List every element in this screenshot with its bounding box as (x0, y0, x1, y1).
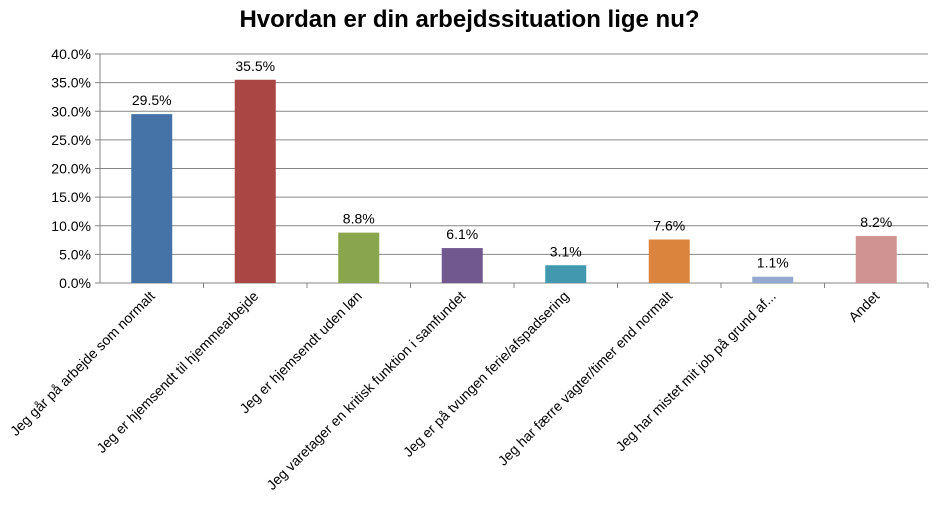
data-label: 1.1% (757, 255, 789, 271)
y-tick-label: 0.0% (59, 275, 91, 291)
y-tick-label: 5.0% (59, 246, 91, 262)
data-label: 3.1% (550, 243, 582, 259)
data-label: 7.6% (653, 217, 685, 233)
y-tick-label: 40.0% (51, 46, 91, 62)
y-tick-label: 10.0% (51, 218, 91, 234)
bar (545, 265, 587, 283)
data-label: 8.8% (343, 211, 375, 227)
x-category-label: Jeg har mistet mit job på grund af... (612, 288, 778, 454)
y-tick-label: 25.0% (51, 132, 91, 148)
data-label: 8.2% (860, 214, 892, 230)
data-label: 6.1% (446, 226, 478, 242)
bar (441, 248, 483, 283)
bar (234, 79, 276, 283)
bar (855, 236, 897, 283)
x-category-label: Jeg varetager en kritisk funktion i samf… (263, 288, 468, 493)
x-category-label: Jeg er hjemsendt uden løn (236, 288, 365, 417)
chart-title: Hvordan er din arbejdssituation lige nu? (239, 6, 700, 33)
x-category-label: Jeg er hjemsendt til hjemmearbejde (93, 288, 261, 456)
bar (648, 239, 690, 283)
bar (752, 276, 794, 283)
y-tick-label: 35.0% (51, 75, 91, 91)
data-label: 29.5% (132, 92, 172, 108)
y-tick-label: 30.0% (51, 103, 91, 119)
bar (338, 232, 380, 283)
data-label: 35.5% (235, 58, 275, 74)
y-tick-label: 20.0% (51, 161, 91, 177)
x-category-label: Jeg er på tvungen ferie/afspadsering (400, 288, 572, 460)
bar (131, 114, 173, 283)
y-tick-label: 15.0% (51, 189, 91, 205)
x-category-label: Jeg har færre vagter/timer end normalt (495, 288, 676, 469)
x-category-label: Andet (845, 288, 882, 325)
